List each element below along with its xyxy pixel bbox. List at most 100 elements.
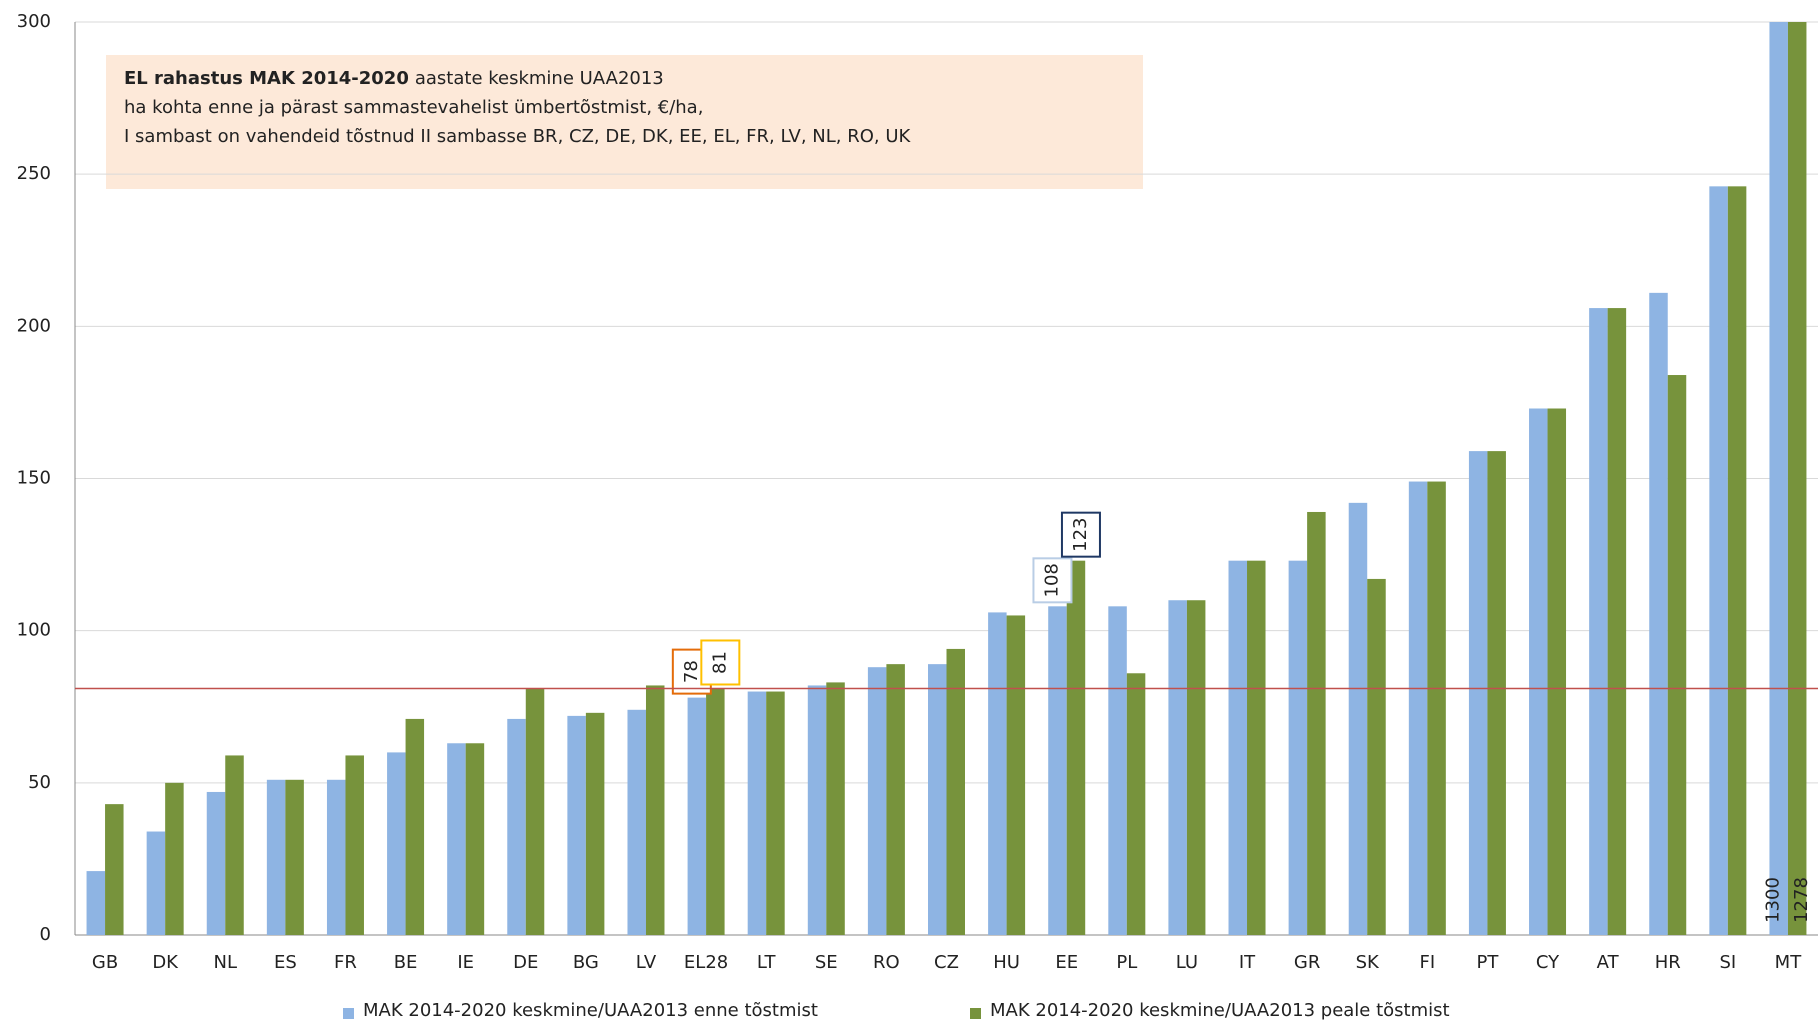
title-box: [106, 55, 1143, 189]
legend-swatch: [970, 1008, 981, 1019]
data-label: 1300: [1763, 877, 1784, 923]
x-tick-label: PL: [1116, 952, 1137, 973]
bar: [1727, 186, 1747, 935]
label-box: [1032, 557, 1073, 604]
x-tick-label: ES: [274, 952, 297, 973]
bar: [1468, 451, 1488, 935]
y-tick-label: 200: [17, 315, 51, 336]
bar: [1787, 22, 1807, 935]
bar: [387, 752, 406, 935]
bar: [1709, 186, 1728, 935]
bar: [1529, 408, 1548, 935]
data-label: 78: [681, 660, 702, 683]
x-tick-label: CY: [1536, 952, 1560, 973]
x-tick-label: EE: [1055, 952, 1078, 973]
bar: [507, 718, 526, 935]
data-label: 123: [1070, 517, 1091, 551]
y-tick-label: 0: [40, 924, 51, 945]
x-tick-label: IE: [457, 952, 474, 973]
bar: [1667, 375, 1687, 935]
x-tick-label: EL28: [684, 952, 728, 973]
bar: [946, 648, 965, 935]
bar: [747, 691, 767, 935]
x-tick-label: CZ: [934, 952, 959, 973]
label-box: [1060, 511, 1101, 558]
x-tick-label: SE: [815, 952, 838, 973]
bar: [585, 712, 605, 935]
data-label: 81: [709, 651, 730, 674]
x-tick-label: LU: [1176, 952, 1198, 973]
x-tick-label: BG: [573, 952, 599, 973]
bar: [1006, 615, 1026, 935]
x-tick-label: GB: [92, 952, 118, 973]
bar: [867, 667, 887, 935]
bar: [807, 685, 827, 935]
bar: [1487, 451, 1506, 935]
bar: [645, 685, 665, 935]
y-tick-label: 300: [17, 11, 51, 32]
bar: [86, 871, 106, 935]
x-tick-label: DK: [152, 952, 179, 973]
chart-subtitle: I sambast on vahendeid tõstnud II sambas…: [124, 126, 912, 147]
bar: [1247, 560, 1266, 935]
legend-swatch: [343, 1008, 354, 1019]
bar: [285, 779, 304, 935]
bar: [1769, 22, 1788, 935]
data-label: 108: [1041, 563, 1062, 597]
bar: [1288, 560, 1308, 935]
bar: [766, 691, 785, 935]
x-tick-label: HR: [1655, 952, 1681, 973]
x-tick-label: FI: [1419, 952, 1435, 973]
x-tick-label: FR: [334, 952, 357, 973]
bar: [1547, 408, 1567, 935]
bar: [405, 718, 425, 935]
bar: [105, 804, 124, 935]
bar: [1367, 578, 1386, 935]
bar: [1649, 292, 1668, 935]
bar: [1427, 481, 1446, 935]
x-tick-label: SI: [1719, 952, 1736, 973]
bar: [326, 779, 346, 935]
bar: [1228, 560, 1248, 935]
bar: [1126, 673, 1146, 935]
y-tick-label: 100: [17, 620, 51, 641]
bar: [687, 697, 707, 935]
data-label: 1278: [1791, 877, 1812, 923]
bar: [928, 664, 947, 935]
y-tick-label: 250: [17, 163, 51, 184]
chart-title: EL rahastus MAK 2014-2020 aastate keskmin…: [124, 68, 664, 89]
x-tick-label: NL: [214, 952, 238, 973]
bar: [826, 682, 845, 935]
bar: [1589, 308, 1608, 935]
x-tick-label: RO: [873, 952, 900, 973]
x-tick-label: BE: [394, 952, 418, 973]
title-part: aastate keskmine UAA2013: [415, 68, 664, 89]
x-tick-label: LV: [636, 952, 657, 973]
legend-label: MAK 2014-2020 keskmine/UAA2013 enne tõst…: [363, 1000, 818, 1020]
bar: [1108, 606, 1127, 935]
bar: [567, 715, 586, 935]
bar: [465, 743, 485, 935]
bar: [266, 779, 286, 935]
x-tick-label: MT: [1775, 952, 1803, 973]
bar: [345, 755, 364, 935]
x-tick-label: PT: [1477, 952, 1500, 973]
bar: [525, 688, 545, 935]
bar: [1066, 560, 1086, 935]
bar: [627, 709, 646, 935]
x-tick-label: DE: [513, 952, 538, 973]
bar: [1307, 511, 1326, 935]
bar: [1168, 600, 1187, 935]
bar: [1408, 481, 1428, 935]
bar: [1607, 308, 1627, 935]
bar: [447, 743, 466, 935]
y-tick-label: 50: [28, 772, 51, 793]
x-tick-label: GR: [1294, 952, 1320, 973]
bar: [886, 664, 905, 935]
x-tick-label: HU: [993, 952, 1020, 973]
y-tick-label: 150: [17, 468, 51, 489]
bar: [706, 688, 725, 935]
chart-subtitle: ha kohta enne ja pärast sammastevahelist…: [124, 97, 703, 118]
x-tick-label: IT: [1239, 952, 1256, 973]
bar: [225, 755, 244, 935]
